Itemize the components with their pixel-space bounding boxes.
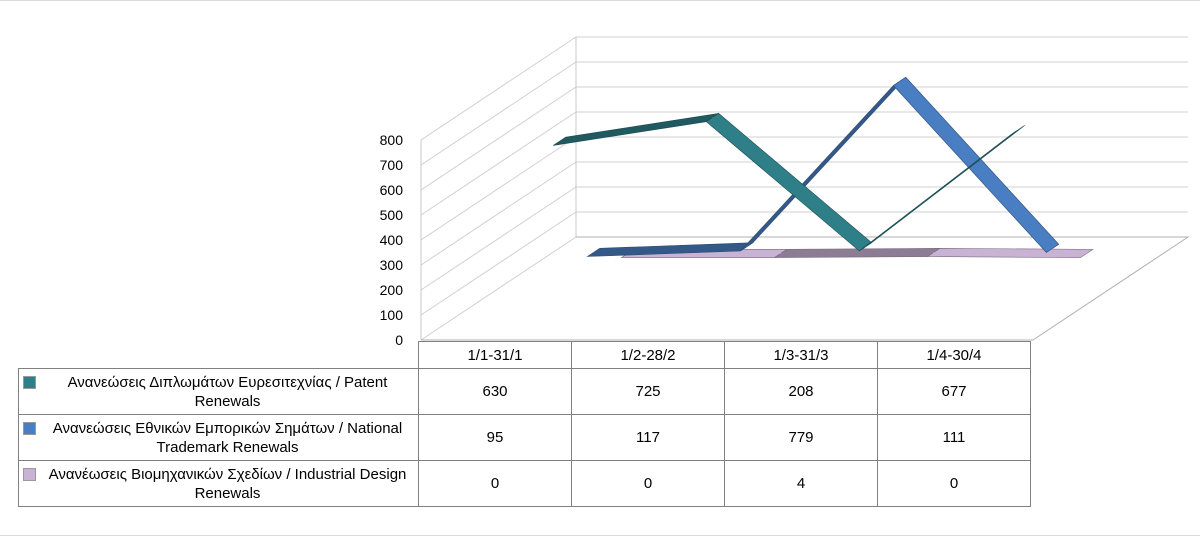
data-point <box>559 140 560 142</box>
series-ribbon-segment <box>892 76 1060 253</box>
gridline-side <box>420 36 577 141</box>
series-name: Ανανέωσεις Βιομηχανικών Σχεδίων / Indust… <box>48 465 407 502</box>
table-cell: 117 <box>571 414 725 461</box>
table-cell: 4 <box>724 460 878 507</box>
category-header: 1/3-31/3 <box>724 341 878 369</box>
y-tick-label: 400 <box>380 232 404 248</box>
series-name: Ανανεώσεις Διπλωμάτων Ευρεσιτεχνίας / Pa… <box>67 373 388 410</box>
gridline-side <box>420 161 577 266</box>
table-row-trademark: Ανανεώσεις Εθνικών Εμπορικών Σημάτων / N… <box>18 414 1031 461</box>
table-cell: 725 <box>571 368 725 415</box>
gridline-side <box>420 61 577 166</box>
gridline-side <box>420 186 577 291</box>
legend-swatch-design <box>23 468 36 481</box>
data-point <box>746 246 748 248</box>
table-corner <box>18 341 419 369</box>
series-ribbon-segment <box>773 248 941 258</box>
gridline-side <box>420 111 577 216</box>
table-cell: 0 <box>571 460 725 507</box>
y-tick-label: 200 <box>380 282 404 298</box>
y-tick-label: 100 <box>380 307 404 323</box>
category-header: 1/1-31/1 <box>418 341 572 369</box>
legend-swatch-patent <box>23 376 36 389</box>
data-point <box>933 251 935 253</box>
category-header-row: 1/1-31/1 1/2-28/2 1/3-31/3 1/4-30/4 <box>18 341 1031 369</box>
category-header: 1/4-30/4 <box>877 341 1031 369</box>
table-cell: 95 <box>418 414 572 461</box>
table-cell: 0 <box>418 460 572 507</box>
table-cell: 779 <box>724 414 878 461</box>
legend-swatch-trademark <box>23 422 36 435</box>
data-point <box>1018 129 1019 131</box>
gridline-side <box>420 86 577 191</box>
y-tick-label: 0 <box>395 332 403 345</box>
y-tick-label: 800 <box>380 132 404 148</box>
series-ribbon-segment <box>705 113 873 252</box>
series-ribbon-segment <box>553 113 719 146</box>
data-point <box>712 117 713 119</box>
gridline-side <box>420 136 577 241</box>
gridline-side <box>420 211 577 316</box>
category-header: 1/2-28/2 <box>571 341 725 369</box>
data-point <box>865 246 866 248</box>
table-cell: 0 <box>877 460 1031 507</box>
table-cell: 208 <box>724 368 878 415</box>
chart-plot: 0 100 200 300 400 500 600 700 800 <box>380 36 1190 345</box>
y-tick-label: 700 <box>380 157 404 173</box>
series-name: Ανανεώσεις Εθνικών Εμπορικών Σημάτων / N… <box>52 419 403 456</box>
table-row-design: Ανανέωσεις Βιομηχανικών Σχεδίων / Indust… <box>18 460 1031 507</box>
y-tick-label: 300 <box>380 257 404 273</box>
gridline-side <box>420 236 577 341</box>
table-cell: 111 <box>877 414 1031 461</box>
data-point <box>899 80 901 82</box>
table-row-patent: Ανανεώσεις Διπλωμάτων Ευρεσιτεχνίας / Pa… <box>18 368 1031 415</box>
y-tick-label: 500 <box>380 207 404 223</box>
data-point <box>1052 247 1054 249</box>
series-ribbon-segment <box>859 125 1025 252</box>
table-cell: 677 <box>877 368 1031 415</box>
series-label: Ανανεώσεις Διπλωμάτων Ευρεσιτεχνίας / Pa… <box>18 368 419 415</box>
data-point <box>1086 252 1088 254</box>
series-ribbon-segment <box>926 248 1094 258</box>
y-tick-label: 600 <box>380 182 404 198</box>
data-point <box>593 251 595 253</box>
series-label: Ανανεώσεις Εθνικών Εμπορικών Σημάτων / N… <box>18 414 419 461</box>
floor-outline <box>421 236 1190 341</box>
series-label: Ανανέωσεις Βιομηχανικών Σχεδίων / Indust… <box>18 460 419 507</box>
table-cell: 630 <box>418 368 572 415</box>
data-table: 1/1-31/1 1/2-28/2 1/3-31/3 1/4-30/4 Αναν… <box>18 341 1031 507</box>
data-point <box>780 252 782 254</box>
